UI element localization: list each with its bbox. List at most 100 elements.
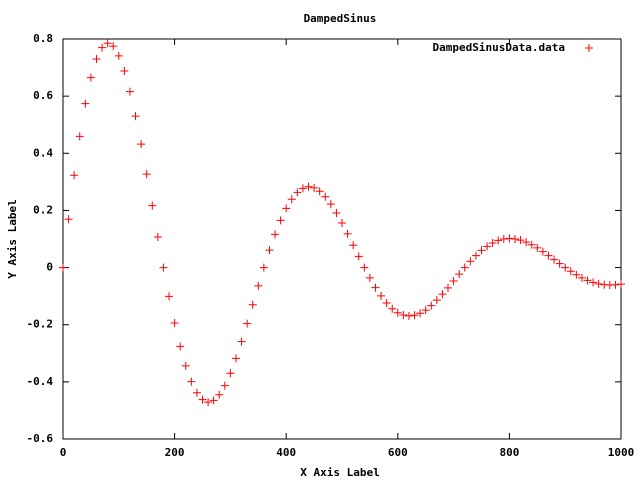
data-point <box>421 306 430 315</box>
data-point <box>159 263 168 272</box>
y-axis-label: Y Axis Label <box>6 199 19 278</box>
data-point <box>466 257 475 266</box>
y-tick-label: -0.6 <box>27 432 54 445</box>
data-point <box>137 140 146 149</box>
data-point <box>360 263 369 272</box>
data-point <box>388 304 397 313</box>
data-point <box>98 43 107 52</box>
data-point <box>92 55 101 63</box>
data-point <box>321 192 330 201</box>
data-point <box>86 73 95 82</box>
data-point <box>114 51 123 60</box>
data-point <box>410 311 419 320</box>
data-point <box>215 390 224 399</box>
data-point <box>488 239 497 247</box>
data-point <box>148 201 157 210</box>
plot-frame <box>62 38 622 440</box>
data-point <box>209 396 218 405</box>
data-point <box>477 246 486 255</box>
data-point <box>561 263 570 272</box>
data-point <box>533 243 542 252</box>
data-point <box>404 311 413 320</box>
data-point <box>444 283 453 292</box>
data-point <box>226 369 235 378</box>
data-point <box>287 195 296 204</box>
data-point <box>125 87 134 96</box>
data-point <box>516 236 525 245</box>
x-axis-label: X Axis Label <box>300 466 379 479</box>
y-tick-label: 0.2 <box>33 203 53 216</box>
data-point <box>494 236 503 245</box>
data-point <box>432 296 441 305</box>
data-point <box>75 132 84 141</box>
legend-label: DampedSinusData.data <box>433 41 565 54</box>
data-point <box>271 230 280 239</box>
x-tick-label: 600 <box>388 446 408 459</box>
data-point <box>176 342 185 351</box>
x-tick-label: 400 <box>276 446 296 459</box>
data-point <box>365 273 374 282</box>
x-tick-label: 200 <box>165 446 185 459</box>
data-point <box>566 267 575 276</box>
data-point <box>64 215 73 224</box>
y-tick-label: 0.6 <box>33 89 53 102</box>
y-tick-label: 0 <box>46 261 53 274</box>
data-point <box>377 291 386 300</box>
data-point <box>544 251 553 260</box>
data-point <box>231 354 240 363</box>
data-point <box>460 263 469 272</box>
data-point <box>326 200 335 209</box>
chart-title: DampedSinus <box>304 12 377 25</box>
data-point <box>298 184 307 193</box>
data-point <box>237 337 246 346</box>
data-point <box>204 398 213 407</box>
data-point <box>471 251 480 260</box>
data-point <box>343 229 352 238</box>
data-point <box>109 42 118 51</box>
data-point <box>589 278 598 287</box>
data-point <box>349 241 358 250</box>
data-point <box>248 300 257 309</box>
data-point <box>142 170 151 179</box>
data-point <box>382 299 391 307</box>
y-tick-label: -0.2 <box>27 318 54 331</box>
data-point <box>611 280 620 289</box>
data-point <box>310 183 319 192</box>
data-point <box>153 233 162 241</box>
x-tick-label: 1000 <box>608 446 635 459</box>
data-point <box>131 112 140 121</box>
data-point <box>265 246 274 255</box>
data-point <box>393 308 402 317</box>
y-tick-label: -0.4 <box>27 375 54 388</box>
data-point <box>304 182 313 191</box>
data-point <box>455 270 464 279</box>
data-point <box>243 319 252 328</box>
data-point <box>594 279 603 288</box>
data-point <box>103 39 112 48</box>
data-point <box>399 311 408 319</box>
data-point <box>81 99 90 108</box>
data-point <box>293 188 302 197</box>
y-tick-label: 0.4 <box>33 146 53 159</box>
data-point <box>254 281 263 290</box>
data-point <box>510 235 519 243</box>
data-point <box>187 377 196 386</box>
data-point <box>220 381 229 390</box>
data-point <box>371 283 380 292</box>
data-point <box>555 259 564 268</box>
data-point <box>583 276 592 285</box>
data-point <box>259 263 268 272</box>
data-point <box>59 263 67 272</box>
data-point <box>483 242 492 251</box>
data-point <box>181 361 190 370</box>
data-point <box>70 171 79 180</box>
data-point <box>338 219 346 227</box>
data-point <box>577 273 586 282</box>
data-point <box>522 238 531 247</box>
data-point <box>165 292 174 301</box>
x-tick-label: 0 <box>60 446 67 459</box>
legend-marker <box>585 44 593 52</box>
data-point <box>505 234 514 243</box>
data-point <box>416 309 425 318</box>
